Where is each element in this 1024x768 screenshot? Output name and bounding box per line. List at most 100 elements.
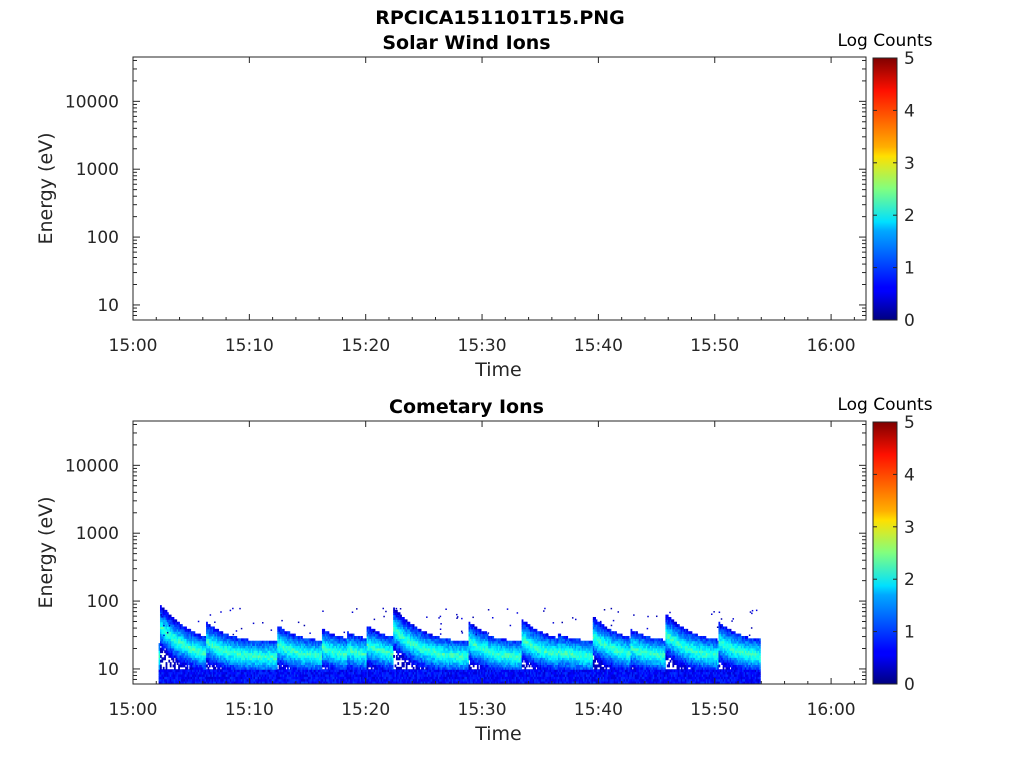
heatmap-cell [192,664,194,668]
heatmap-cell [204,650,207,654]
heatmap-cell [408,647,411,651]
heatmap-cell [312,638,314,642]
heatmap-cell [348,647,351,651]
heatmap-cell [183,647,186,651]
heatmap-cell [190,669,193,673]
heatmap-cell [366,626,369,630]
heatmap-cell [359,678,362,682]
heatmap-cell [328,664,331,668]
heatmap-cell [312,676,314,680]
heatmap-cell [340,652,342,656]
heatmap-cell [429,659,432,663]
heatmap-cell [446,659,449,663]
heatmap-cell [404,676,407,680]
heatmap-cell [418,673,421,677]
heatmap-cell [333,657,335,661]
heatmap-cell [213,652,215,656]
heatmap-cell [232,666,235,670]
heatmap-cell [393,616,395,620]
heatmap-cell [412,666,415,670]
heatmap-cell [175,628,178,632]
heatmap-cell [190,633,193,637]
heatmap-cell [282,647,285,651]
heatmap-cell [263,643,266,646]
heatmap-cell [440,643,443,646]
heatmap-cell [189,645,192,649]
heatmap-cell [454,681,457,684]
heatmap-cell [162,614,165,618]
heatmap-cell [273,678,275,682]
heatmap-cell [355,662,358,665]
heatmap-cell [287,654,289,658]
heatmap-cell [159,624,162,627]
heatmap-cell [437,654,440,658]
heatmap-cell [402,650,405,654]
heatmap-cell [200,681,203,684]
heatmap-cell [390,673,393,677]
heatmap-cell [323,662,326,665]
heatmap-cell [291,633,294,637]
heatmap-cell [256,671,259,675]
heatmap-cell [225,654,228,658]
heatmap-cell [479,681,482,684]
heatmap-cell [227,657,229,661]
heatmap-cell [432,664,435,668]
heatmap-cell [274,678,277,682]
heatmap-cell [278,657,281,661]
heatmap-cell [215,678,218,682]
heatmap-cell [377,654,380,658]
heatmap-cell [436,640,439,644]
heatmap-cell [444,662,447,665]
heatmap-cell [387,650,390,654]
heatmap-cell [376,657,379,661]
heatmap-cell [462,652,465,656]
heatmap-cell [280,643,282,646]
heatmap-cell [415,678,418,682]
heatmap-cell [345,640,348,644]
heatmap-cell [259,654,261,658]
heatmap-cell [306,681,309,684]
heatmap-cell [192,633,194,637]
heatmap-cell [475,652,478,656]
heatmap-cell [180,664,183,668]
heatmap-cell [418,633,421,637]
heatmap-cell [411,638,414,642]
heatmap-cell [210,631,213,635]
heatmap-cell [238,650,240,654]
heatmap-cell [168,652,171,656]
heatmap-cell [292,645,295,649]
heatmap-cell [288,654,291,658]
heatmap-cell [292,647,295,651]
heatmap-cell [302,657,305,661]
heatmap-cell [449,676,451,680]
heatmap-cell [213,662,215,665]
heatmap-cell [295,654,298,658]
heatmap-cell [280,659,282,663]
heatmap-cell [404,652,407,656]
heatmap-cell [314,640,317,644]
heatmap-cell [309,669,312,673]
heatmap-cell [281,650,284,654]
heatmap-cell [169,626,172,630]
heatmap-cell [164,673,166,677]
heatmap-cell [266,650,268,654]
heatmap-cell [320,652,323,656]
heatmap-cell [471,650,474,654]
heatmap-cell [363,662,366,665]
heatmap-cell [402,631,405,635]
heatmap-cell [206,673,208,677]
heatmap-cell [292,671,295,675]
heatmap-cell [437,678,440,682]
heatmap-cell [261,676,264,680]
heatmap-cell [296,635,299,639]
heatmap-cell [324,640,327,644]
heatmap-cell [227,669,229,673]
heatmap-cell [356,673,359,677]
colorbar-tick-label: 2 [904,206,915,226]
heatmap-cell [208,633,211,637]
heatmap-cell [478,673,481,677]
heatmap-cell [168,673,171,677]
heatmap-cell [190,654,193,658]
heatmap-cell [439,664,442,668]
heatmap-cell [228,673,231,677]
